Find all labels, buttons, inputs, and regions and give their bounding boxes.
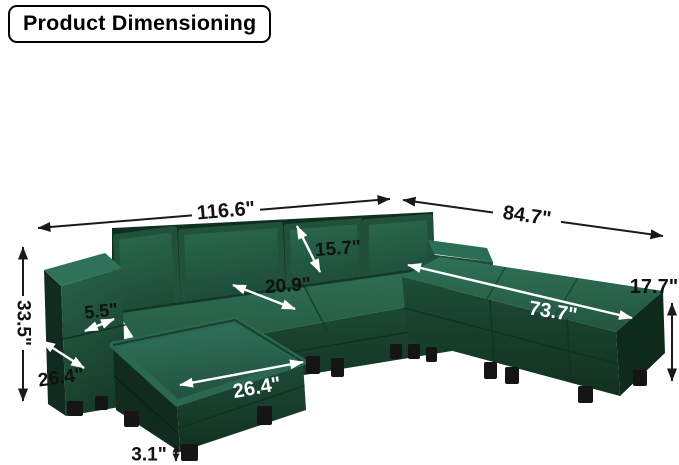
dim-label-armrest-width: 5.5" — [83, 299, 118, 322]
left-armrest-front — [61, 268, 126, 416]
back-cushion — [113, 226, 181, 317]
dim-label-seat-depth: 20.9" — [264, 274, 311, 298]
left-armrest-top — [44, 253, 122, 286]
dim-label-back-cushion-height: 15.7" — [314, 237, 361, 261]
dim-main-width: 116.6" — [37, 195, 391, 232]
dim-back-cushion-height: 15.7" — [295, 225, 362, 273]
dim-label-overall-height: 33.5" — [13, 300, 34, 346]
dim-overall-height: 33.5" — [13, 246, 34, 402]
dim-right-section-width: 84.7" — [402, 196, 664, 240]
dim-armrest-width: 5.5" — [83, 299, 119, 333]
dimension-annotations: 116.6" 84.7" 33.5" 5.5" 26.4" 26.4" 3.1" — [13, 195, 678, 465]
dim-leg-height: 3.1" — [131, 444, 180, 465]
dim-seat-depth: 20.9" — [232, 274, 312, 311]
dim-label-ottoman-height: 17.7" — [630, 276, 678, 298]
page-title: Product Dimensioning — [8, 5, 272, 43]
right-section-side — [616, 291, 665, 396]
sofa-legs — [67, 344, 647, 461]
right-armrest-top — [428, 240, 493, 262]
dim-label-leg-height: 3.1" — [131, 445, 166, 465]
dim-label-main-width: 116.6" — [196, 197, 256, 224]
front-ottoman-side — [113, 345, 180, 452]
dim-label-right-section-width: 84.7" — [501, 202, 552, 231]
dim-ottoman-height: 17.7" — [630, 276, 678, 382]
